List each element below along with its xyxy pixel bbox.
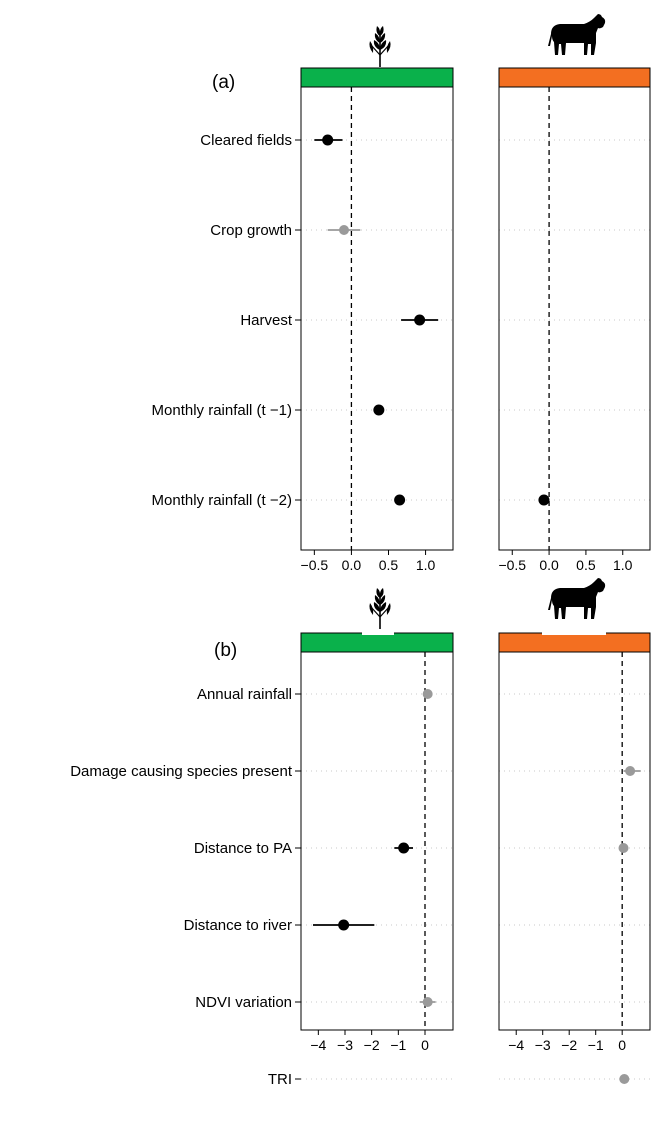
panel-frame — [498, 86, 651, 551]
category-label: Distance to river — [184, 917, 292, 934]
x-tick-label: 0.0 — [342, 557, 362, 573]
facet-strip-crop — [300, 67, 454, 88]
data-point — [538, 494, 550, 506]
data-point — [414, 314, 426, 326]
x-tick-label: 0.0 — [539, 557, 559, 573]
category-label: Harvest — [240, 312, 293, 329]
category-label: Crop growth — [210, 222, 292, 239]
facet-livestock-plot: −4 −3 −2 −1 0 — [498, 651, 651, 1084]
wheat-icon — [368, 587, 392, 630]
x-tick-label: −0.5 — [301, 557, 329, 573]
x-tick-label: −3 — [535, 1037, 551, 1053]
category-label: TRI — [268, 1071, 292, 1088]
facet-crop-plot: −0.5 0.0 0.5 1.0 — [300, 86, 454, 573]
data-point — [422, 689, 433, 699]
x-tick-label: 0 — [618, 1037, 626, 1053]
data-point — [394, 494, 406, 506]
x-tick-label: −4 — [310, 1037, 326, 1053]
cow-icon — [548, 578, 606, 619]
data-point — [619, 1074, 630, 1084]
panel-b: (b) — [214, 578, 651, 661]
data-point — [322, 134, 334, 146]
category-label: NDVI variation — [195, 994, 292, 1011]
facet-strip-crop — [300, 632, 454, 653]
facet-strip-livestock — [498, 67, 651, 88]
x-tick-label: −1 — [588, 1037, 604, 1053]
cow-icon — [548, 14, 606, 55]
x-tick-label: −4 — [508, 1037, 524, 1053]
panel-a-label: (a) — [212, 72, 235, 93]
data-point — [339, 225, 350, 235]
data-point — [373, 404, 385, 416]
x-tick-label: −2 — [364, 1037, 380, 1053]
x-tick-label: −3 — [337, 1037, 353, 1053]
panel-a: (a) — [212, 14, 651, 93]
facet-a-livestock — [498, 14, 651, 88]
x-tick-label: 0.5 — [379, 557, 399, 573]
facet-b-livestock — [498, 578, 651, 653]
category-label: Monthly rainfall (t −2) — [152, 492, 292, 509]
category-label: Monthly rainfall (t −1) — [152, 402, 292, 419]
x-tick-label: −1 — [390, 1037, 406, 1053]
facet-livestock-plot: −0.5 0.0 0.5 1.0 — [498, 86, 651, 573]
panel-frame — [300, 86, 454, 551]
panel-frame — [300, 651, 454, 1031]
data-point — [338, 919, 350, 931]
x-tick-label: 1.0 — [416, 557, 436, 573]
x-tick-label: 0 — [421, 1037, 429, 1053]
x-tick-label: −2 — [561, 1037, 577, 1053]
facet-crop-plot: −4 −3 −2 −1 0 — [300, 651, 454, 1080]
data-point — [618, 843, 629, 853]
facet-b-crop — [300, 587, 454, 653]
facet-strip-livestock — [498, 632, 651, 653]
data-point — [625, 766, 636, 776]
panel-b-label: (b) — [214, 640, 237, 661]
x-tick-label: 0.5 — [576, 557, 596, 573]
category-label: Cleared fields — [200, 132, 292, 149]
category-label: Damage causing species present — [70, 763, 293, 780]
wheat-icon — [368, 25, 392, 68]
data-point — [398, 842, 410, 854]
category-label: Annual rainfall — [197, 686, 292, 703]
plot-layer: Cleared fields Crop growth Harvest Monthly … — [70, 86, 651, 1088]
x-tick-label: 1.0 — [613, 557, 633, 573]
category-label: Distance to PA — [194, 840, 292, 857]
data-point — [422, 997, 433, 1007]
panel-frame — [498, 651, 651, 1031]
x-tick-label: −0.5 — [498, 557, 526, 573]
facet-a-crop — [300, 25, 454, 88]
